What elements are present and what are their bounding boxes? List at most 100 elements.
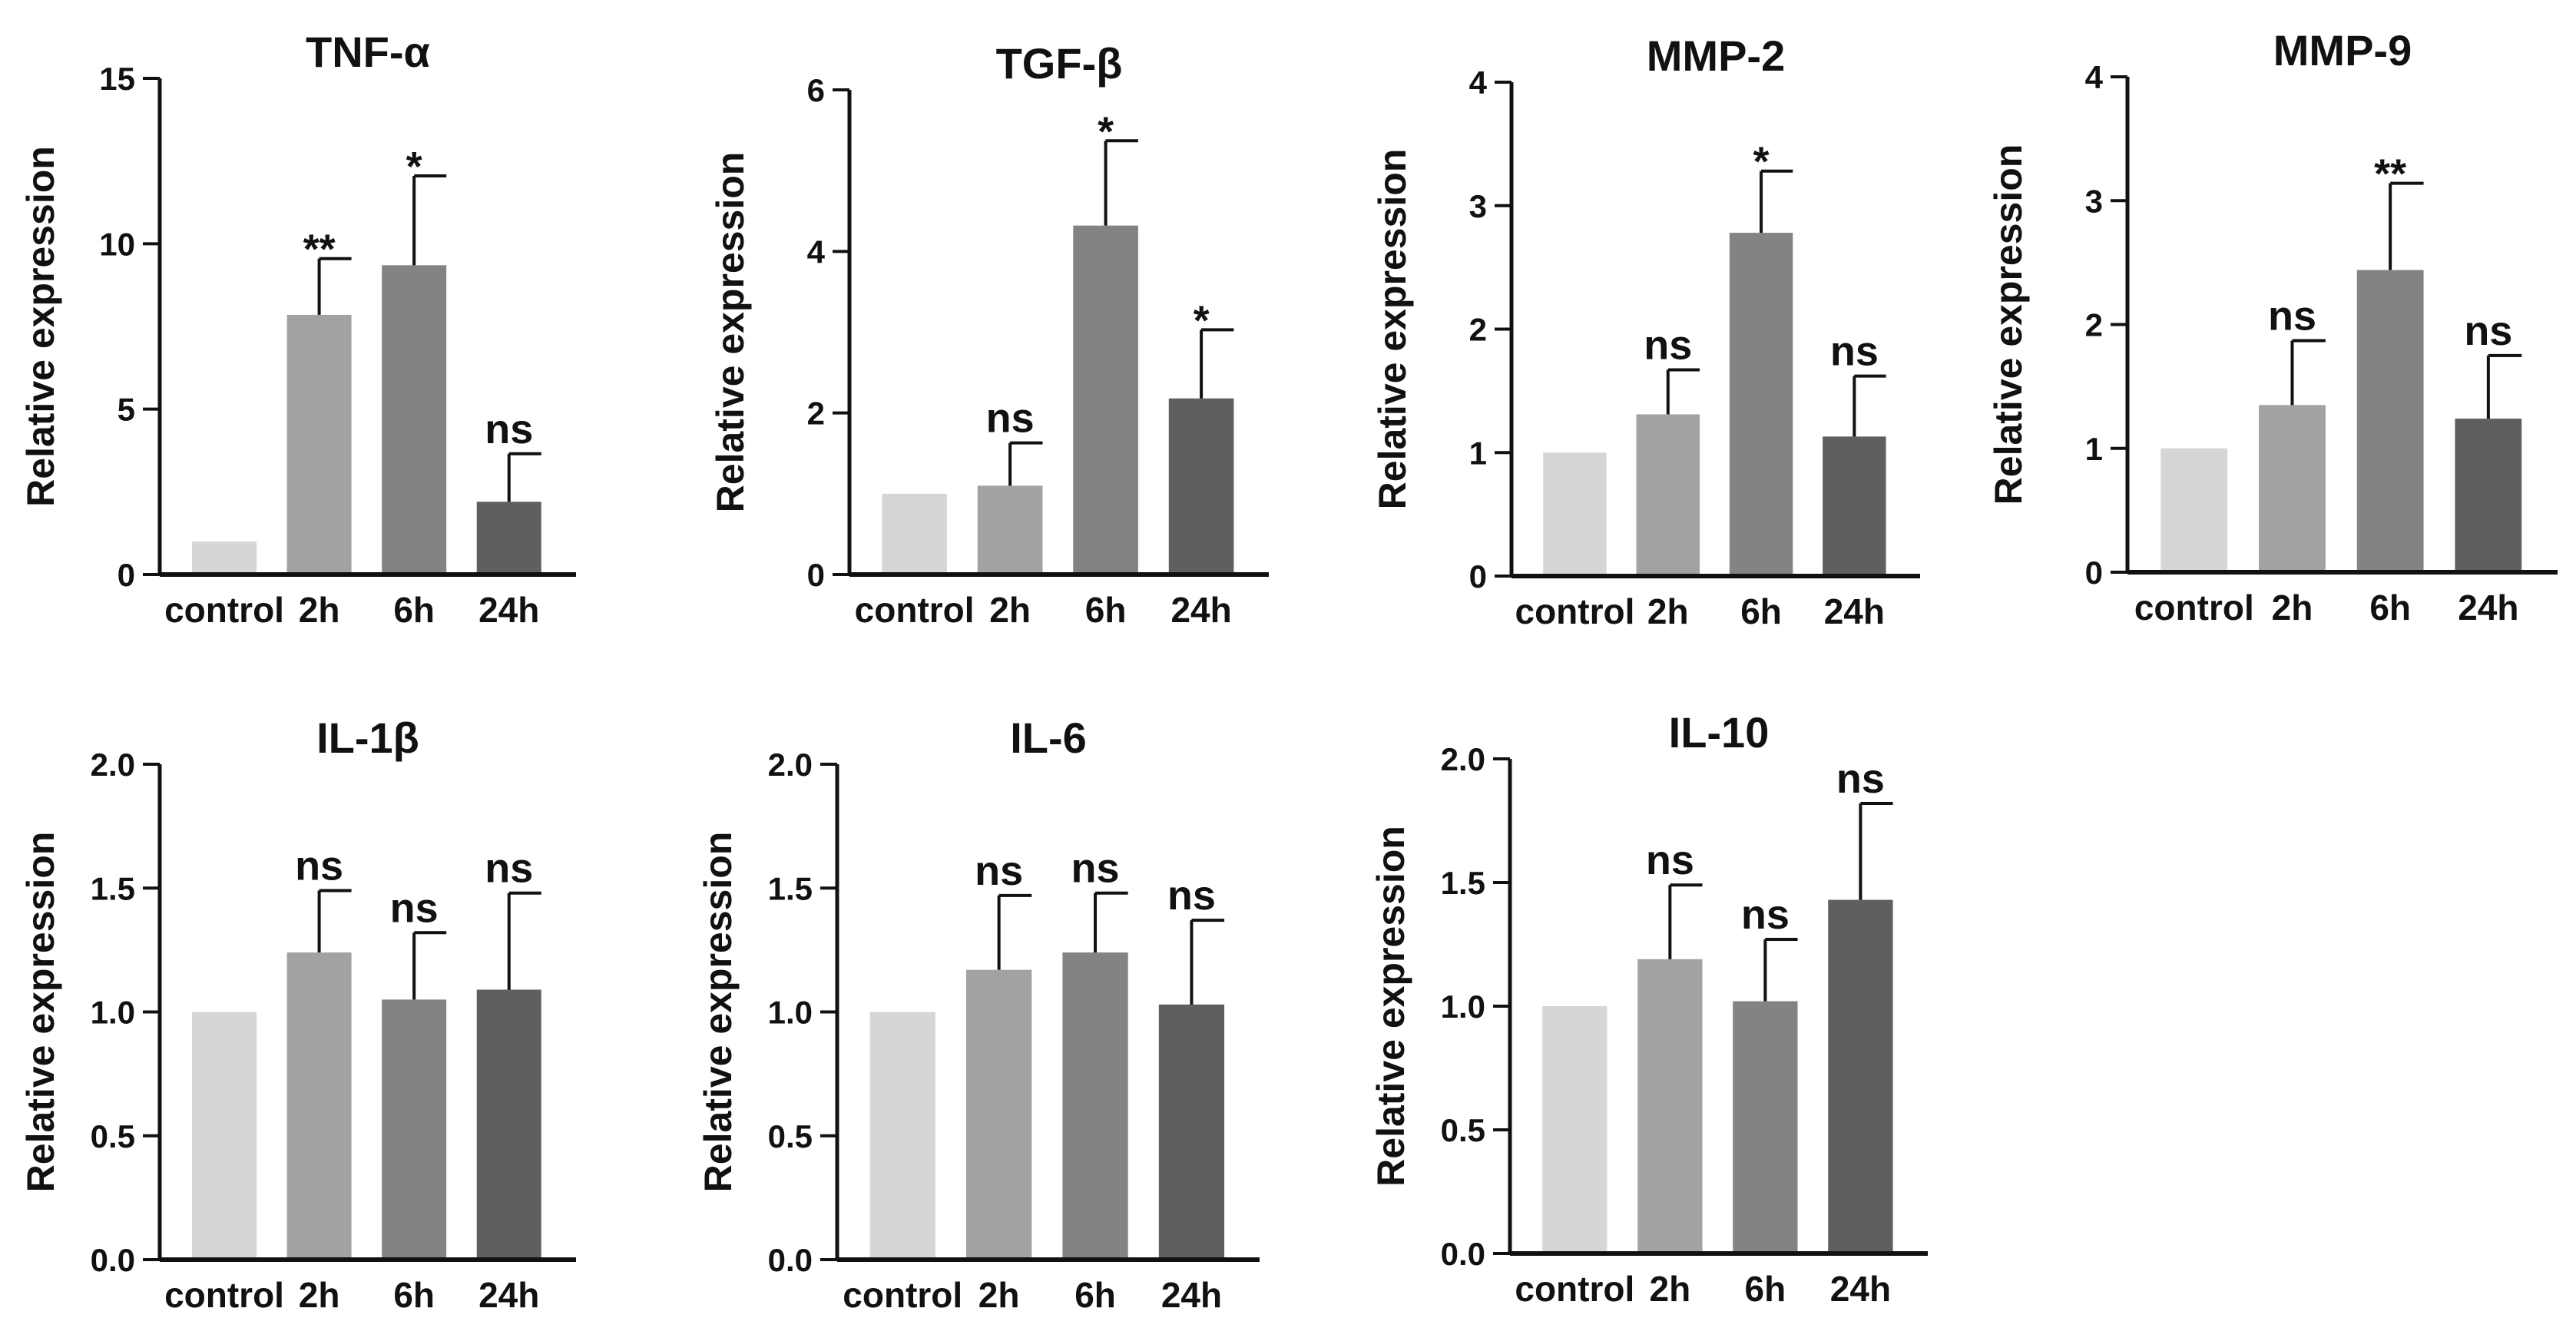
x-tick-label: 2h xyxy=(299,1275,340,1315)
significance-label: ns xyxy=(295,843,343,889)
bar-2h xyxy=(1637,959,1703,1253)
y-tick-label: 2.0 xyxy=(768,747,813,783)
significance-label: ns xyxy=(1071,846,1120,892)
y-tick-label: 1 xyxy=(2085,431,2103,467)
y-tick-label: 10 xyxy=(99,226,135,262)
x-tick-label: 2h xyxy=(2272,588,2313,628)
chart-title: TGF-β xyxy=(996,39,1123,88)
significance-label: ns xyxy=(485,406,533,452)
x-tick-label: 6h xyxy=(2369,588,2411,628)
significance-label: * xyxy=(1753,139,1770,185)
x-tick-label: 6h xyxy=(1085,590,1127,630)
x-tick-label: 6h xyxy=(393,590,435,630)
bar-control xyxy=(192,1012,257,1260)
chart-title: IL-10 xyxy=(1669,708,1770,757)
x-tick-label: 6h xyxy=(1074,1275,1116,1315)
significance-label: ns xyxy=(1167,873,1216,919)
chart-title: MMP-2 xyxy=(1647,31,1785,80)
bar-24h xyxy=(476,989,541,1260)
bar-6h xyxy=(382,265,447,575)
y-tick-label: 2.0 xyxy=(1441,741,1485,777)
chart-panel-2: TGF-β Relative expression control ns 2h * 6h * 2… xyxy=(709,39,1269,630)
bar-6h xyxy=(382,999,447,1260)
chart-panel-3: MMP-2 Relative expression control ns 2h * 6h ns… xyxy=(1371,31,1920,631)
x-tick-label: 24h xyxy=(1161,1275,1222,1315)
y-tick-label: 1.0 xyxy=(91,995,135,1031)
bar-2h xyxy=(966,969,1032,1260)
significance-label: ns xyxy=(2464,308,2512,354)
significance-label: ns xyxy=(975,848,1023,894)
bar-6h xyxy=(2356,270,2424,572)
x-tick-label: control xyxy=(1515,1269,1634,1309)
bar-6h xyxy=(1073,225,1138,575)
y-axis-label: Relative expression xyxy=(697,832,740,1193)
y-tick-label: 0.0 xyxy=(768,1242,813,1278)
bar-2h xyxy=(2259,405,2326,572)
y-tick-label: 3 xyxy=(2085,183,2103,219)
x-tick-label: control xyxy=(2134,588,2254,628)
y-tick-label: 3 xyxy=(1469,188,1487,224)
bar-control xyxy=(192,541,257,575)
bar-24h xyxy=(1823,436,1886,576)
x-tick-label: 2h xyxy=(1647,591,1689,631)
x-tick-label: 6h xyxy=(1745,1269,1786,1309)
y-tick-label: 0.0 xyxy=(91,1242,135,1278)
x-tick-label: 2h xyxy=(989,590,1031,630)
y-tick-label: 0 xyxy=(807,557,825,593)
bar-control xyxy=(1543,452,1607,576)
bar-2h xyxy=(1636,414,1700,576)
significance-label: ns xyxy=(986,396,1035,442)
bar-2h xyxy=(977,485,1043,575)
x-tick-label: 24h xyxy=(478,590,539,630)
chart-panel-1: TNF-α Relative expression control ** 2h * 6h ns… xyxy=(19,28,576,630)
significance-label: ** xyxy=(303,227,336,273)
bar-6h xyxy=(1729,233,1793,576)
y-tick-label: 1.5 xyxy=(91,870,135,906)
y-tick-label: 4 xyxy=(1469,65,1488,101)
significance-label: ns xyxy=(485,846,533,892)
y-tick-label: 2.0 xyxy=(91,747,135,783)
significance-label: ns xyxy=(1741,892,1790,938)
bar-24h xyxy=(1158,1004,1225,1260)
chart-panel-7: IL-10 Relative expression control ns 2h ns 6h n… xyxy=(1369,708,1928,1309)
y-tick-label: 0 xyxy=(118,557,135,593)
bar-24h xyxy=(1168,398,1234,575)
x-tick-label: control xyxy=(843,1275,962,1315)
x-tick-label: 2h xyxy=(299,590,340,630)
significance-label: * xyxy=(1194,297,1210,343)
x-tick-label: 24h xyxy=(1830,1269,1891,1309)
significance-label: ns xyxy=(1836,756,1885,802)
y-tick-label: 5 xyxy=(118,392,135,428)
x-tick-label: 24h xyxy=(1170,590,1231,630)
x-tick-label: 2h xyxy=(1650,1269,1691,1309)
significance-label: ns xyxy=(2268,293,2316,339)
bar-24h xyxy=(2455,419,2522,572)
y-tick-label: 1.5 xyxy=(768,870,813,906)
y-tick-label: 0 xyxy=(1469,558,1487,594)
y-tick-label: 2 xyxy=(1469,312,1487,348)
y-tick-label: 15 xyxy=(99,61,135,97)
significance-label: * xyxy=(406,144,422,190)
y-tick-label: 1.0 xyxy=(1441,989,1485,1025)
significance-label: ns xyxy=(1646,837,1694,883)
x-tick-label: 24h xyxy=(1824,591,1885,631)
y-axis-label: Relative expression xyxy=(19,146,62,507)
bar-control xyxy=(1542,1006,1608,1253)
chart-panel-6: IL-6 Relative expression control ns 2h ns 6h ns… xyxy=(697,714,1260,1315)
y-tick-label: 0.0 xyxy=(1441,1236,1485,1272)
chart-title: IL-1β xyxy=(316,714,419,762)
y-tick-label: 0.5 xyxy=(768,1118,813,1154)
bar-2h xyxy=(286,314,352,575)
y-tick-label: 0 xyxy=(2085,555,2103,591)
x-tick-label: 6h xyxy=(1740,591,1782,631)
x-tick-label: 6h xyxy=(393,1275,435,1315)
y-tick-label: 4 xyxy=(807,233,826,270)
significance-label: ** xyxy=(2374,151,2406,197)
x-tick-label: control xyxy=(164,1275,284,1315)
significance-label: * xyxy=(1098,108,1114,154)
y-tick-label: 2 xyxy=(2085,307,2103,343)
y-axis-label: Relative expression xyxy=(1987,144,2030,505)
bar-6h xyxy=(1062,952,1128,1260)
y-tick-label: 1.0 xyxy=(768,995,813,1031)
x-tick-label: 2h xyxy=(978,1275,1020,1315)
